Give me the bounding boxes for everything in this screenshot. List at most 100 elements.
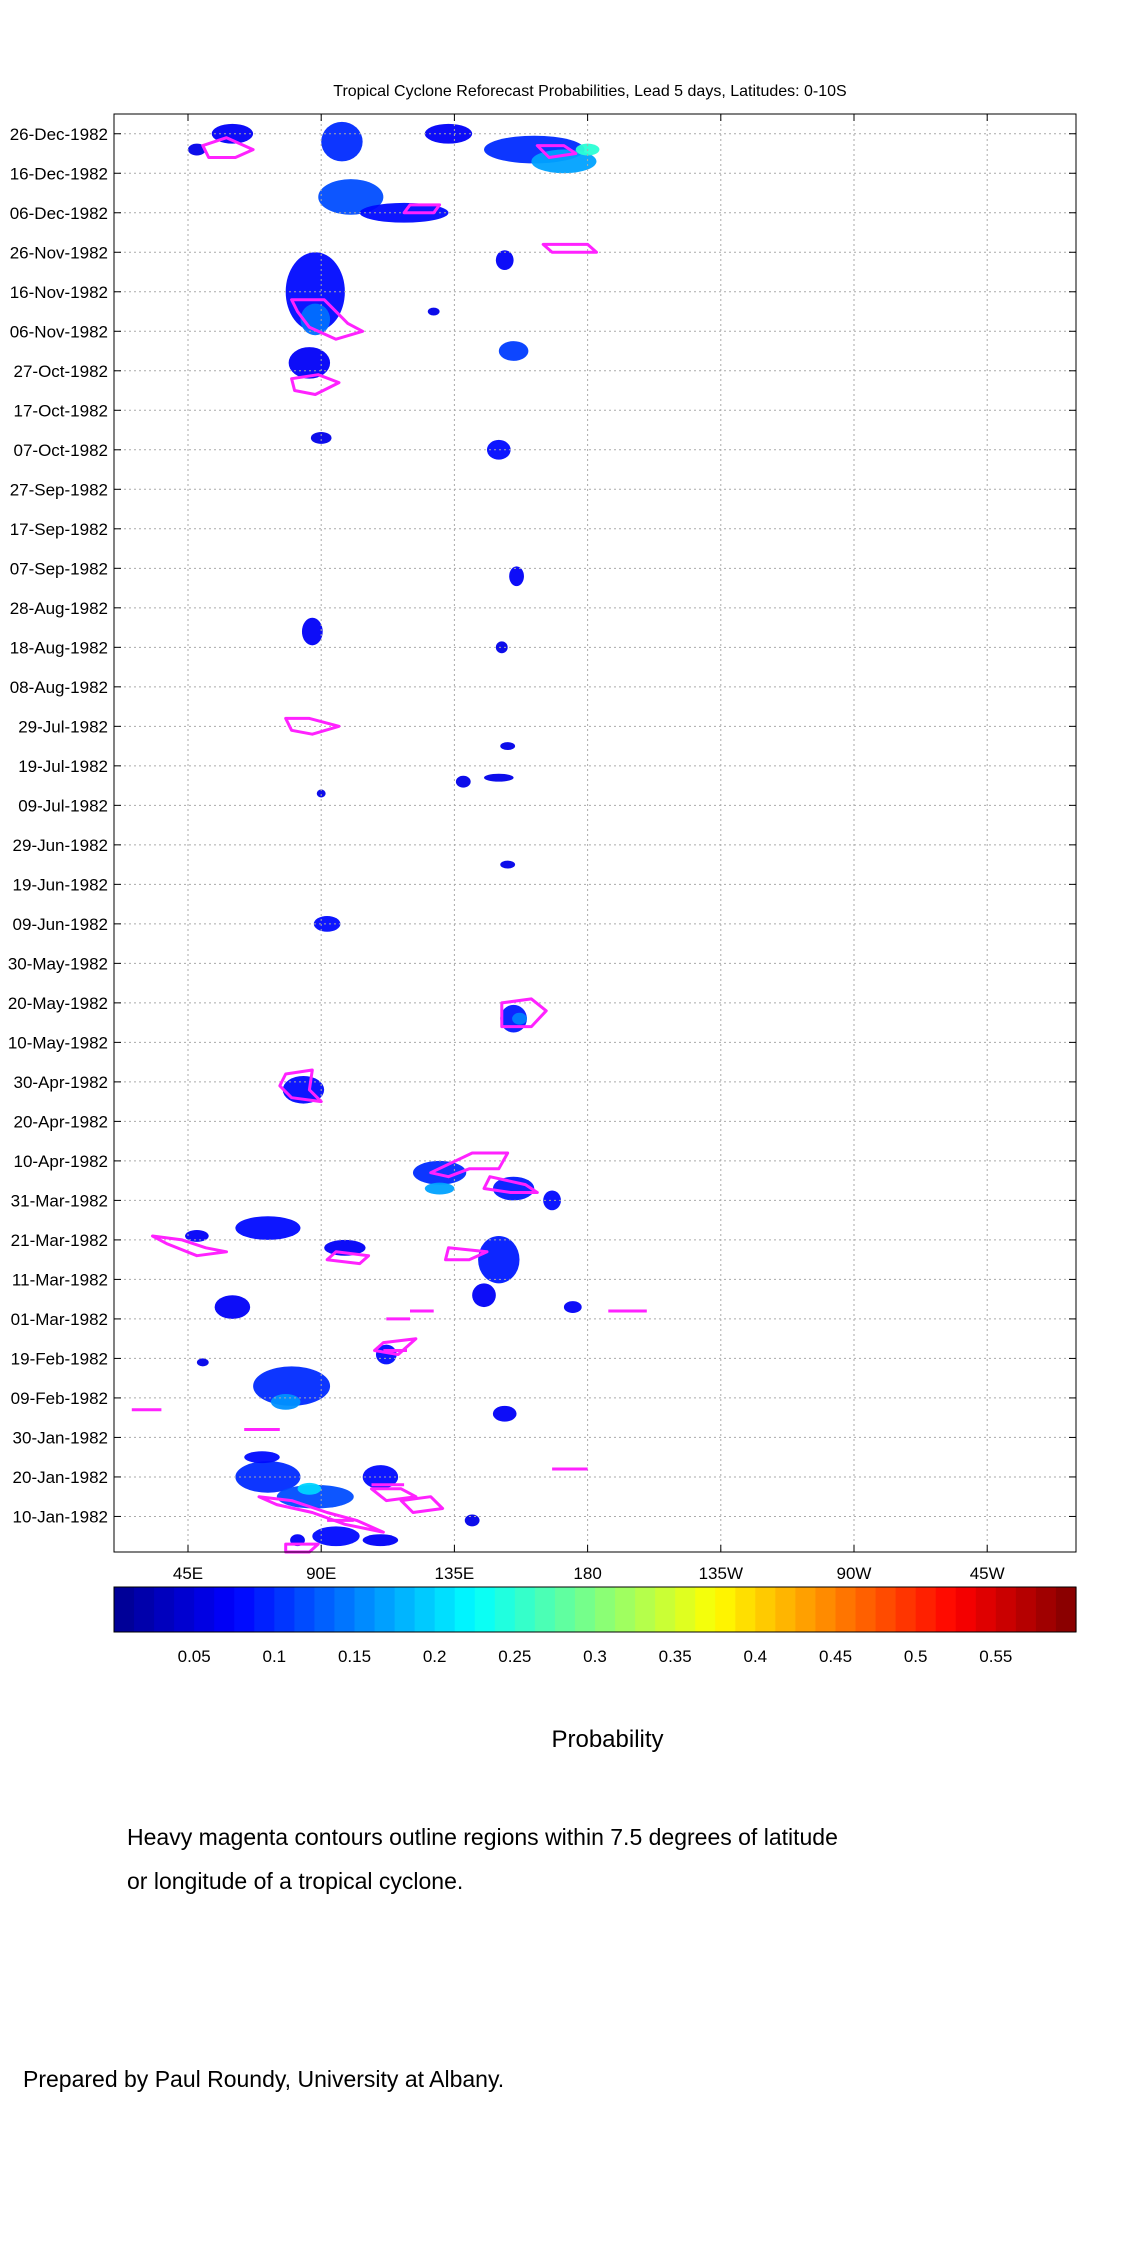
tc-contours: [131, 136, 647, 1554]
tc-contour-12: [151, 1234, 228, 1258]
y-tick-label-17: 09-Jul-1982: [18, 796, 108, 815]
tc-contour-7: [500, 997, 548, 1029]
colorbar-cell-39: [895, 1587, 917, 1632]
colorbar-tick-label-10: 0.55: [979, 1647, 1012, 1666]
colorbar-cell-11: [334, 1587, 356, 1632]
y-tick-label-15: 29-Jul-1982: [18, 717, 108, 736]
tc-contour-23: [370, 1487, 418, 1503]
y-tick-label-2: 06-Dec-1982: [10, 204, 108, 223]
y-tick-label-0: 26-Dec-1982: [10, 125, 108, 144]
colorbar-cell-27: [655, 1587, 676, 1632]
colorbar-label: Probability: [551, 1726, 664, 1753]
caption: Heavy magenta contours outline regions w…: [127, 1815, 1027, 1903]
field-blob-38: [563, 1301, 582, 1313]
tc-contour-3: [402, 203, 442, 215]
x-tick-label-3: 180: [573, 1564, 601, 1583]
colorbar-cell-24: [595, 1587, 616, 1632]
colorbar-cell-20: [514, 1587, 536, 1632]
y-tick-label-22: 20-May-1982: [8, 994, 108, 1013]
field-blob-47: [297, 1482, 322, 1495]
y-tick-label-11: 07-Sep-1982: [10, 559, 108, 578]
chart-title: Tropical Cyclone Reforecast Probabilitie…: [333, 83, 846, 100]
tc-contour-5: [290, 373, 341, 396]
y-tick-label-25: 20-Apr-1982: [13, 1112, 108, 1131]
y-tick-label-28: 21-Mar-1982: [11, 1231, 108, 1250]
y-tick-label-31: 19-Feb-1982: [11, 1349, 108, 1368]
tc-contour-0: [201, 136, 255, 159]
colorbar-cell-28: [675, 1587, 696, 1632]
y-tick-label-34: 20-Jan-1982: [13, 1468, 108, 1487]
colorbar-cell-3: [174, 1587, 195, 1632]
y-tick-label-13: 18-Aug-1982: [10, 638, 108, 657]
field-blob-41: [253, 1366, 331, 1406]
y-tick-label-27: 31-Mar-1982: [11, 1191, 108, 1210]
y-tick-label-14: 08-Aug-1982: [10, 678, 108, 697]
colorbar-cell-25: [615, 1587, 636, 1632]
y-tick-label-4: 16-Nov-1982: [10, 283, 108, 302]
caption-line-2: or longitude of a tropical cyclone.: [127, 1868, 464, 1894]
colorbar-cell-14: [394, 1587, 416, 1632]
field-blob-24: [500, 860, 516, 869]
field-blob-14: [427, 307, 440, 316]
y-tick-label-5: 06-Nov-1982: [10, 322, 108, 341]
y-tick-label-30: 01-Mar-1982: [11, 1310, 108, 1329]
field-blob-12: [495, 250, 514, 271]
field-blob-17: [509, 566, 524, 587]
y-tick-label-18: 29-Jun-1982: [13, 836, 108, 855]
colorbar-cell-35: [815, 1587, 837, 1632]
field-blob-29: [412, 1160, 467, 1185]
colorbar-tick-label-6: 0.35: [659, 1647, 692, 1666]
y-tick-label-20: 09-Jun-1982: [13, 915, 108, 934]
tc-contour-9: [429, 1151, 510, 1179]
colorbar-cell-21: [534, 1587, 556, 1632]
x-tick-label-2: 135E: [435, 1564, 475, 1583]
y-tick-label-21: 30-May-1982: [8, 954, 108, 973]
field-blob-45: [235, 1461, 301, 1493]
colorbar-tick-label-9: 0.5: [904, 1647, 928, 1666]
colorbar-cell-1: [134, 1587, 155, 1632]
colorbar-cell-4: [194, 1587, 215, 1632]
field-blob-52: [464, 1514, 480, 1527]
field-blob-31: [492, 1176, 535, 1201]
colorbar-cell-30: [715, 1587, 736, 1632]
colorbar-cell-43: [975, 1587, 997, 1632]
colorbar-cell-8: [274, 1587, 295, 1632]
colorbar-cell-41: [935, 1587, 957, 1632]
colorbar-cell-7: [254, 1587, 275, 1632]
field-blob-21: [484, 773, 514, 782]
colorbar-cell-13: [374, 1587, 396, 1632]
field-blob-23: [316, 789, 326, 798]
field-blob-42: [270, 1393, 301, 1410]
colorbar-cell-15: [414, 1587, 436, 1632]
y-tick-label-26: 10-Apr-1982: [13, 1152, 108, 1171]
probability-field: [185, 121, 600, 1547]
field-blob-8: [188, 143, 206, 156]
x-tick-label-6: 45W: [970, 1564, 1005, 1583]
field-blob-27: [512, 1012, 527, 1025]
field-blob-51: [362, 1534, 399, 1547]
tc-contour-1: [535, 144, 578, 159]
tc-contour-24: [399, 1495, 445, 1514]
colorbar-cell-9: [294, 1587, 316, 1632]
colorbar-cell-19: [494, 1587, 516, 1632]
field-blob-15: [310, 432, 332, 444]
y-tick-label-33: 30-Jan-1982: [13, 1428, 108, 1447]
colorbar-cell-12: [354, 1587, 376, 1632]
y-tick-label-6: 27-Oct-1982: [14, 362, 109, 381]
y-tick-label-7: 17-Oct-1982: [14, 401, 109, 420]
tc-contour-2: [541, 242, 598, 254]
field-blob-43: [196, 1358, 209, 1367]
colorbar-cell-0: [114, 1587, 135, 1632]
tc-contour-10: [482, 1175, 539, 1194]
field-blob-34: [185, 1230, 209, 1242]
field-blob-6: [318, 179, 384, 215]
colorbar-cell-18: [474, 1587, 496, 1632]
y-tick-label-9: 27-Sep-1982: [10, 480, 108, 499]
y-tick-label-35: 10-Jan-1982: [13, 1507, 108, 1526]
colorbar-cell-36: [835, 1587, 857, 1632]
colorbar-cell-6: [234, 1587, 255, 1632]
colorbar-tick-label-7: 0.4: [744, 1647, 768, 1666]
field-blob-49: [244, 1451, 280, 1464]
field-blob-1: [321, 121, 363, 162]
